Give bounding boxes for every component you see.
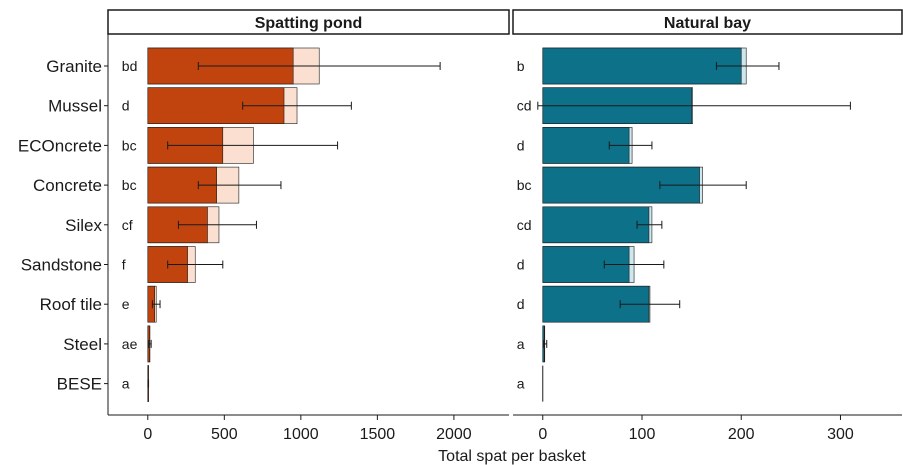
x-axis-title: Total spat per basket [438,448,586,465]
x-tick-label-natural-bay-100: 100 [629,426,656,443]
y-tick-label-concrete: Concrete [33,176,102,195]
sig-letter-natural-bay-bese: a [517,376,525,392]
panel-title-spatting-pond: Spatting pond [255,15,363,32]
sig-letter-spatting-pond-roof-tile: e [122,296,130,312]
sig-letter-natural-bay-steel: a [517,336,525,352]
panel-title-natural-bay: Natural bay [664,15,751,32]
y-tick-label-roof-tile: Roof tile [40,295,102,314]
x-tick-label-natural-bay-300: 300 [827,426,854,443]
bar-natural-bay-silex [542,206,650,244]
panel-strip-natural-bay [512,9,903,35]
sig-letter-spatting-pond-concrete: bc [122,177,137,193]
x-tick-label-natural-bay-200: 200 [728,426,755,443]
sig-letter-spatting-pond-granite: bd [122,58,138,74]
sig-letter-natural-bay-roof-tile: d [517,296,525,312]
sig-letter-natural-bay-silex: cd [517,217,532,233]
sig-letter-natural-bay-econcrete: d [517,137,525,153]
y-tick-label-granite: Granite [46,57,102,76]
y-tick-label-econcrete: ECOncrete [18,136,102,155]
y-tick-label-bese: BESE [57,375,102,394]
x-tick-label-spatting-pond-0: 0 [143,426,152,443]
y-tick-label-silex: Silex [65,216,102,235]
x-tick-label-spatting-pond-2000: 2000 [436,426,472,443]
sig-letter-spatting-pond-sandstone: f [122,257,126,273]
sig-letter-spatting-pond-silex: cf [122,217,133,233]
sig-letter-spatting-pond-bese: a [122,376,130,392]
sig-letter-spatting-pond-econcrete: bc [122,137,137,153]
sig-letter-natural-bay-granite: b [517,58,525,74]
sig-letter-spatting-pond-steel: ae [122,336,138,352]
y-tick-label-steel: Steel [63,335,102,354]
y-tick-label-sandstone: Sandstone [21,256,102,275]
panel-strip-spatting-pond [107,9,510,35]
x-tick-label-natural-bay-0: 0 [538,426,547,443]
y-tick-label-mussel: Mussel [48,97,102,116]
sig-letter-natural-bay-concrete: bc [517,177,532,193]
x-tick-label-spatting-pond-1000: 1000 [283,426,319,443]
x-tick-label-spatting-pond-1500: 1500 [360,426,396,443]
sig-letter-natural-bay-sandstone: d [517,257,525,273]
sig-letter-spatting-pond-mussel: d [122,98,130,114]
bar-natural-bay-granite [542,47,742,85]
x-tick-label-spatting-pond-500: 500 [211,426,238,443]
sig-letter-natural-bay-mussel: cd [517,98,532,114]
